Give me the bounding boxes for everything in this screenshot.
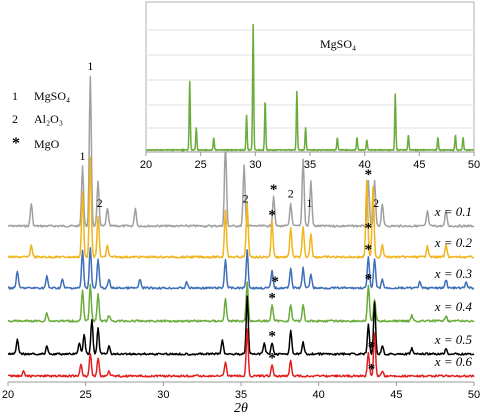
phase-peak-marker: 2 (97, 196, 103, 210)
main-x-tick-label: 20 (2, 389, 14, 401)
inset-x-tick-label: 25 (195, 159, 207, 171)
legend-label: Al₂O₃ (34, 112, 63, 126)
phase-peak-marker: 1 (306, 196, 312, 210)
main-series-labels: x = 0.1 x = 0.2 x = 0.3 x = 0.4 x = 0.5 x = 0… (434, 204, 473, 369)
inset-gridlines (146, 29, 474, 129)
series-line-x-0-4 (7, 281, 475, 323)
phase-peak-marker: 2 (243, 192, 249, 206)
inset-label: MgSO₄ (320, 37, 356, 51)
inset-series-line-mgso4 (145, 24, 475, 152)
series-line-x-0-1 (7, 75, 475, 228)
mgo-peak-marker: * (368, 362, 376, 378)
legend-symbol: 2 (12, 112, 18, 126)
inset-x-tick-labels: 20 25 30 35 40 45 50 (140, 152, 480, 171)
series-label-x-0-2: x = 0.2 (434, 235, 473, 250)
phase-peak-marker: 1 (87, 59, 93, 73)
mgo-peak-marker: * (268, 351, 276, 367)
series-label-x-0-1: x = 0.1 (434, 204, 472, 219)
mgo-peak-marker: * (365, 271, 373, 287)
legend-symbol: 1 (12, 89, 18, 103)
inset-x-tick-label: 35 (304, 159, 316, 171)
series-line-x-0-5 (7, 295, 475, 356)
legend-label: MgO (34, 137, 60, 151)
inset-chart: 20 25 30 35 40 45 50 MgSO₄ (140, 1, 480, 171)
main-x-tick-label: 25 (80, 389, 92, 401)
mgo-peak-marker: * (268, 208, 276, 224)
mgo-peak-marker: * (365, 221, 373, 237)
mgo-peak-marker: * (368, 339, 376, 355)
series-line-x-0-2 (7, 156, 475, 259)
main-x-tick-label: 40 (313, 389, 325, 401)
legend: 1 MgSO₄ 2 Al₂O₃ * MgO (12, 89, 70, 152)
phase-peak-marker: 2 (288, 187, 294, 201)
mgo-peak-marker: * (365, 167, 373, 183)
series-line-x-0-3 (7, 247, 475, 290)
mgo-peak-marker: * (271, 274, 279, 290)
phase-peak-marker: 2 (373, 196, 379, 210)
main-series-group (7, 75, 475, 378)
legend-label: MgSO₄ (34, 89, 70, 103)
mgo-peak-marker: * (268, 328, 276, 344)
inset-series-group (145, 24, 475, 152)
main-x-tick-label: 35 (235, 389, 247, 401)
mgo-peak-marker: * (268, 291, 276, 307)
main-x-tick-labels: 20 25 30 35 40 45 50 (2, 382, 480, 401)
inset-x-tick-label: 45 (413, 159, 425, 171)
inset-x-tick-label: 50 (468, 159, 480, 171)
series-line-x-0-6 (7, 328, 475, 378)
series-label-x-0-3: x = 0.3 (434, 266, 473, 281)
inset-x-tick-label: 20 (140, 159, 152, 171)
series-label-x-0-6: x = 0.6 (434, 354, 473, 369)
inset-x-tick-label: 30 (249, 159, 261, 171)
mgo-peak-marker: * (270, 182, 278, 198)
main-peak-annotations: 11212*21*2********** (80, 59, 380, 378)
main-x-tick-label: 50 (468, 389, 480, 401)
main-x-tick-label: 45 (390, 389, 402, 401)
inset-x-tick-label: 40 (359, 159, 371, 171)
legend-symbol: * (12, 135, 20, 152)
series-label-x-0-4: x = 0.4 (434, 299, 473, 314)
mgo-peak-marker: * (365, 242, 373, 258)
phase-peak-marker: 1 (80, 149, 86, 163)
series-label-x-0-5: x = 0.5 (434, 332, 473, 347)
main-x-tick-label: 30 (157, 389, 169, 401)
main-x-axis-label: 2θ (234, 401, 248, 416)
inset-frame (145, 1, 475, 153)
